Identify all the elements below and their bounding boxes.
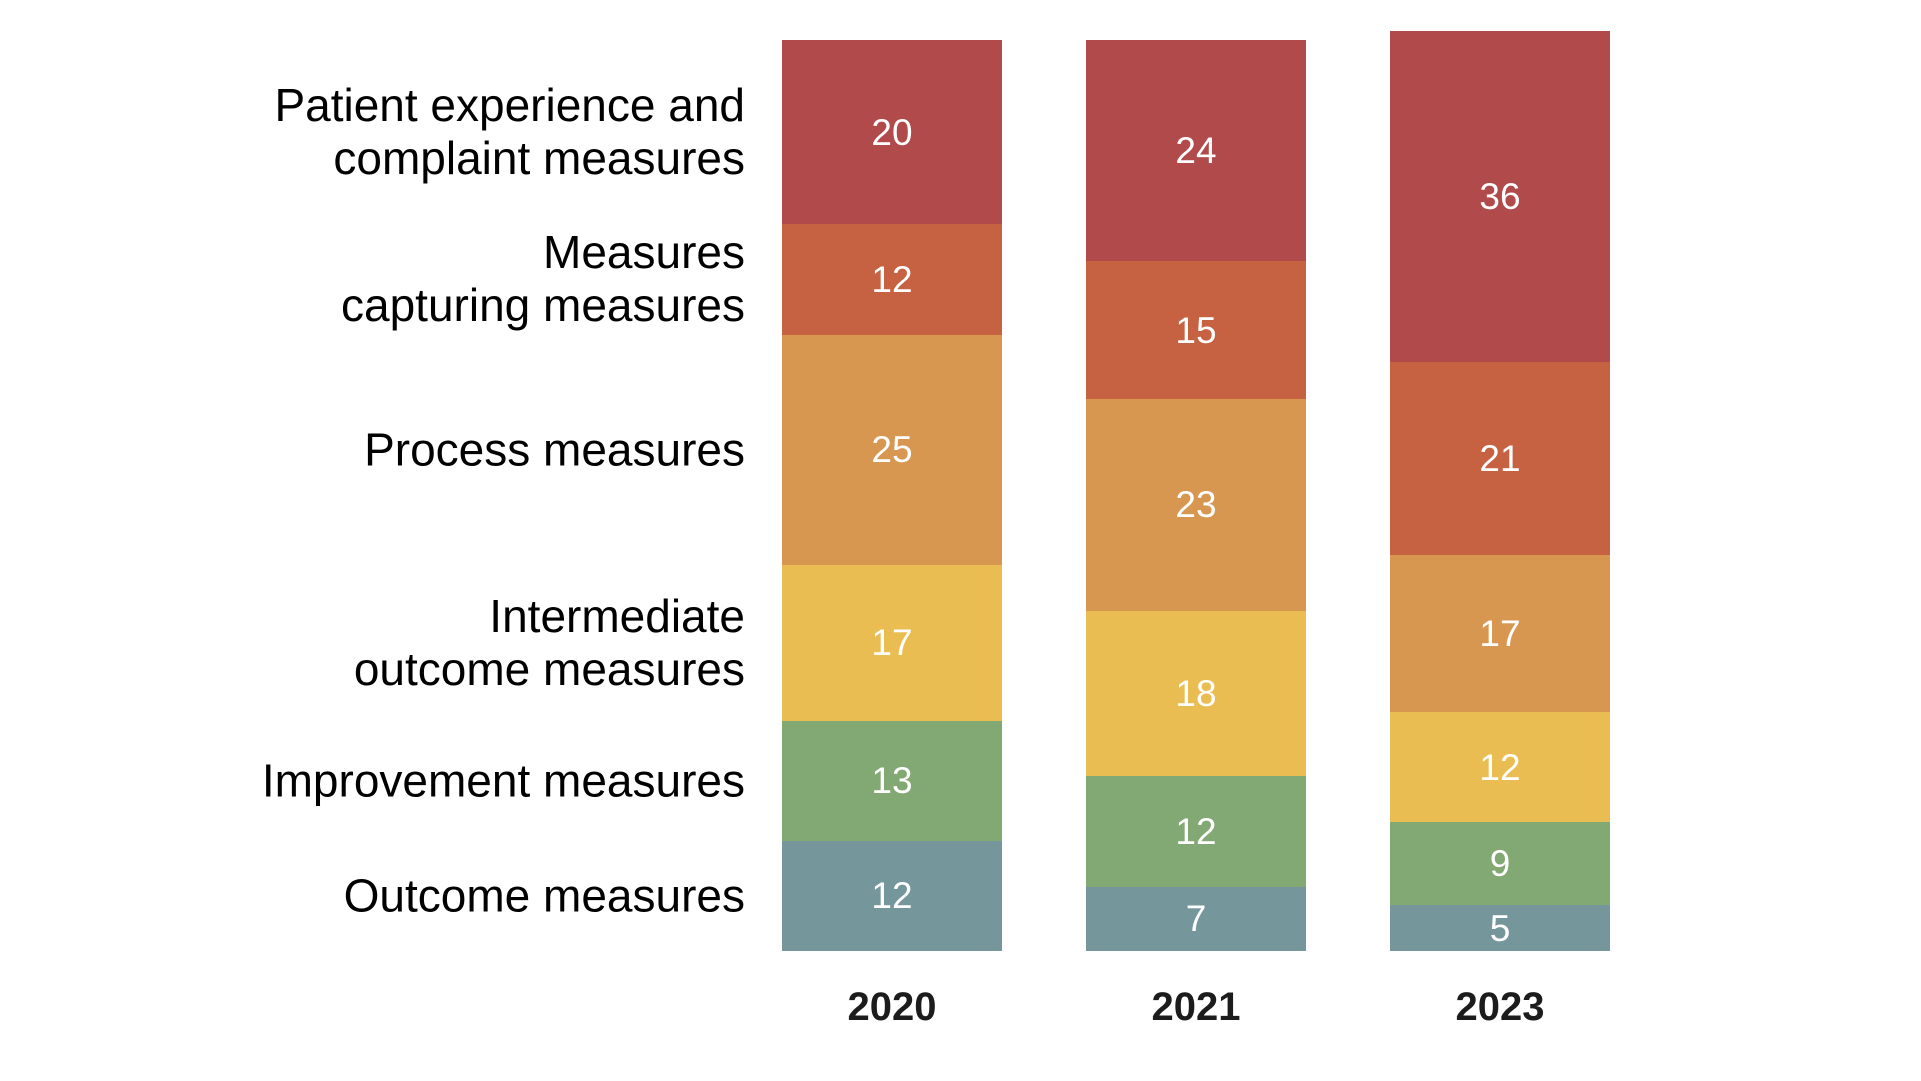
- category-label-line: Process measures: [364, 423, 745, 476]
- segment-value-label: 18: [1175, 672, 1217, 714]
- category-label-outcome-measures: Outcome measures: [344, 869, 745, 922]
- segment-value-label: 24: [1175, 130, 1217, 172]
- bar-2023: 36 21 17 12 9 5: [1390, 31, 1610, 951]
- segment-2020-patient-experience-and-complaint-measures: 20: [782, 40, 1002, 225]
- segment-2020-measures-capturing-measures: 12: [782, 224, 1002, 335]
- segment-value-label: 13: [871, 760, 913, 802]
- category-label-line: Measures: [543, 226, 745, 279]
- category-label-line: Outcome measures: [343, 869, 745, 922]
- segment-value-label: 12: [1479, 746, 1521, 788]
- segment-2023-improvement-measures: 9: [1390, 822, 1610, 905]
- segment-2023-measures-capturing-measures: 21: [1390, 362, 1610, 556]
- category-label-patient-experience-and-complaint-measures: Patient experience and complaint measures: [274, 79, 745, 185]
- category-label-improvement-measures: Improvement measures: [262, 754, 745, 807]
- segment-2020-intermediate-outcome-measures: 17: [782, 564, 1002, 722]
- segment-2020-process-measures: 25: [782, 334, 1002, 565]
- category-label-line: outcome measures: [353, 642, 745, 695]
- bar-2021: 24 15 23 18 12 7: [1086, 40, 1306, 951]
- bar-2020: 20 12 25 17 13 12: [782, 40, 1002, 951]
- segment-value-label: 7: [1185, 898, 1207, 940]
- category-label-intermediate-outcome-measures: Intermediate outcome measures: [354, 590, 745, 696]
- segment-2023-patient-experience-and-complaint-measures: 36: [1390, 31, 1610, 363]
- category-label-line: Patient experience and: [274, 79, 745, 132]
- category-label-measures-capturing-measures: Measures capturing measures: [341, 226, 745, 332]
- segment-2021-improvement-measures: 12: [1086, 776, 1306, 887]
- segment-2020-improvement-measures: 13: [782, 721, 1002, 841]
- segment-value-label: 36: [1479, 176, 1521, 218]
- segment-value-label: 12: [871, 875, 913, 917]
- segment-2023-intermediate-outcome-measures: 12: [1390, 711, 1610, 823]
- segment-2023-process-measures: 17: [1390, 555, 1610, 712]
- segment-value-label: 12: [1175, 810, 1217, 852]
- category-label-line: capturing measures: [341, 279, 745, 332]
- segment-value-label: 17: [871, 622, 913, 664]
- x-axis-label-2023: 2023: [1455, 985, 1545, 1029]
- segment-value-label: 9: [1489, 843, 1511, 885]
- category-label-line: Improvement measures: [261, 754, 745, 807]
- segment-value-label: 12: [871, 258, 913, 300]
- segment-value-label: 21: [1479, 438, 1521, 480]
- segment-2021-patient-experience-and-complaint-measures: 24: [1086, 40, 1306, 262]
- segment-value-label: 20: [871, 111, 913, 153]
- x-axis-label-2021: 2021: [1151, 985, 1241, 1029]
- category-label-process-measures: Process measures: [364, 423, 745, 476]
- segment-value-label: 15: [1175, 309, 1217, 351]
- segment-2023-outcome-measures: 5: [1390, 905, 1610, 951]
- segment-value-label: 17: [1479, 613, 1521, 655]
- x-axis-label-2020: 2020: [847, 985, 937, 1029]
- category-label-line: complaint measures: [333, 132, 745, 185]
- segment-2020-outcome-measures: 12: [782, 840, 1002, 951]
- segment-2021-intermediate-outcome-measures: 18: [1086, 610, 1306, 777]
- segment-2021-outcome-measures: 7: [1086, 886, 1306, 951]
- segment-2021-measures-capturing-measures: 15: [1086, 261, 1306, 400]
- category-label-line: Intermediate: [489, 589, 745, 642]
- segment-value-label: 5: [1489, 907, 1511, 949]
- segment-value-label: 25: [871, 429, 913, 471]
- segment-2021-process-measures: 23: [1086, 399, 1306, 611]
- segment-value-label: 23: [1175, 484, 1217, 526]
